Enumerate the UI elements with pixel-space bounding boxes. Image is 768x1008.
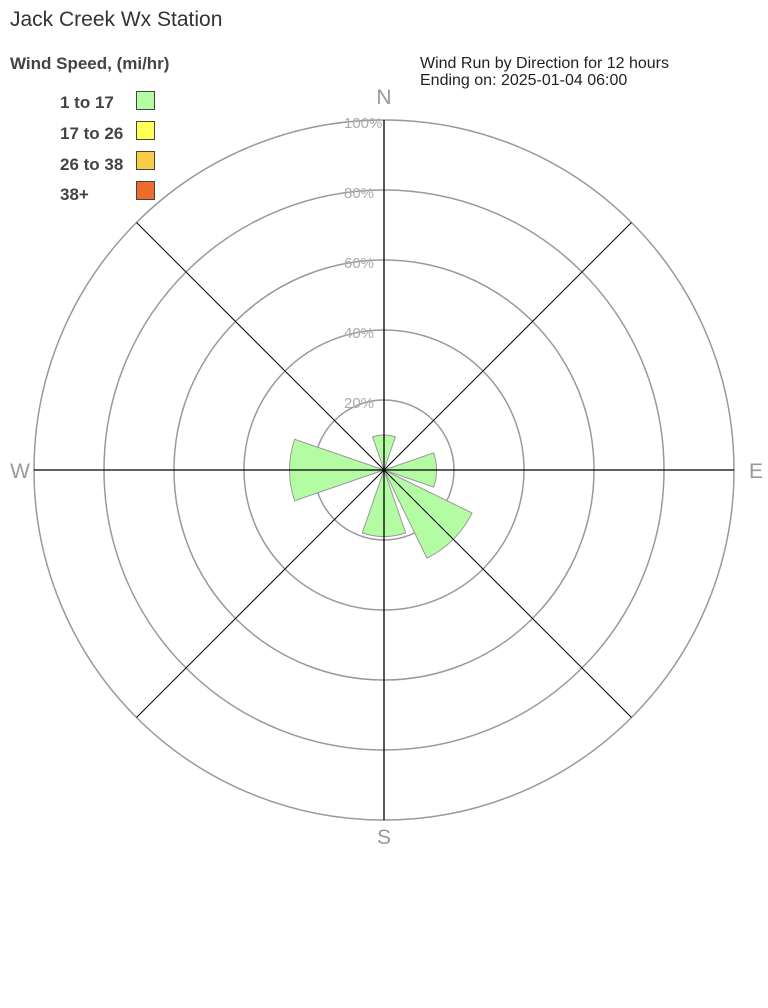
legend-label: 38+ <box>60 185 89 204</box>
compass-label: S <box>377 826 391 849</box>
compass-label: W <box>10 460 30 483</box>
ring-label: 60% <box>344 255 374 272</box>
ring-label: 40% <box>344 325 374 342</box>
chart-title: Jack Creek Wx Station <box>10 8 223 31</box>
legend-title: Wind Speed, (mi/hr) <box>10 54 170 73</box>
compass-label: E <box>749 460 763 483</box>
legend-label: 26 to 38 <box>60 155 124 174</box>
legend-swatch <box>136 91 155 110</box>
ring-label: 100% <box>344 115 382 132</box>
axis-line <box>136 222 632 718</box>
subtitle-line: Wind Run by Direction for 12 hours <box>420 55 669 72</box>
legend-swatch <box>136 151 155 170</box>
ring-label: 20% <box>344 395 374 412</box>
legend-label: 1 to 17 <box>60 93 114 112</box>
legend-label: 17 to 26 <box>60 124 124 143</box>
ring-label: 80% <box>344 185 374 202</box>
chart-subtitle: Wind Run by Direction for 12 hours Endin… <box>420 55 669 89</box>
compass-label: N <box>376 86 391 109</box>
subtitle-line: Ending on: 2025-01-04 06:00 <box>420 72 628 89</box>
legend-swatch <box>136 181 155 200</box>
legend-swatch <box>136 121 155 140</box>
